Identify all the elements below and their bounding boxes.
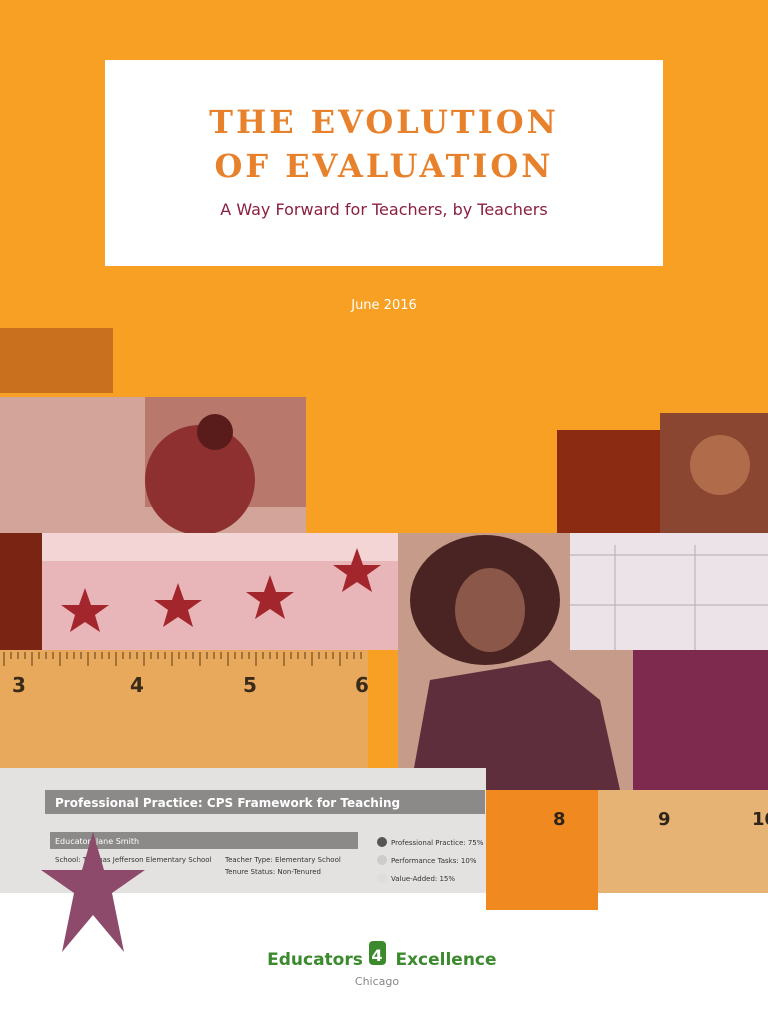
form-text: Tenure Status: Non-Tenured xyxy=(224,868,321,876)
title: THE EVOLUTION xyxy=(209,103,559,141)
tile xyxy=(633,650,768,790)
photo-figure xyxy=(197,414,233,450)
logo-text: Educators xyxy=(267,950,363,970)
form-legend-dot xyxy=(377,873,387,883)
form-text: Educator: Jane Smith xyxy=(55,837,139,846)
ruler-number: 10 xyxy=(752,809,768,830)
subtitle: A Way Forward for Teachers, by Teachers xyxy=(220,200,548,219)
star xyxy=(41,832,145,952)
photo-figure xyxy=(410,660,620,790)
photo-figure xyxy=(145,425,255,535)
logo: Educators 4 Excellence Chicago xyxy=(267,941,497,988)
lesson-plan-photo xyxy=(570,533,768,650)
form-title-bar xyxy=(45,790,485,814)
ruler-photo xyxy=(598,790,768,893)
ruler-ticks xyxy=(3,652,362,666)
ruler-number: 5 xyxy=(243,673,257,697)
form-legend-dot xyxy=(377,855,387,865)
ruler-number: 6 xyxy=(355,673,369,697)
logo-text: Excellence xyxy=(395,950,496,970)
ruler-photo xyxy=(486,790,598,910)
flag-stars xyxy=(61,548,381,632)
form-legend-dot xyxy=(377,837,387,847)
title-box: THE EVOLUTION OF EVALUATION A Way Forwar… xyxy=(105,60,663,266)
logo-digit: 4 xyxy=(371,946,382,965)
ruler-number: 3 xyxy=(12,673,26,697)
title: OF EVALUATION xyxy=(214,147,554,185)
form-text: Teacher Type: Elementary School xyxy=(224,856,341,864)
logo-apple xyxy=(369,941,386,965)
form-legend: Professional Practice: 75% xyxy=(391,839,484,847)
ruler-photo xyxy=(0,650,368,768)
photo-figure xyxy=(455,568,525,652)
tile xyxy=(0,533,42,650)
ruler-number: 9 xyxy=(658,809,671,830)
flag-stripe xyxy=(42,533,398,561)
date: June 2016 xyxy=(351,298,417,313)
logo-city: Chicago xyxy=(355,975,399,988)
form-legend: Value-Added: 15% xyxy=(391,875,455,883)
ruler-number: 4 xyxy=(130,673,144,697)
tile xyxy=(557,430,660,533)
form-bar xyxy=(50,832,358,849)
photo-figure xyxy=(690,435,750,495)
lesson-plan-lines xyxy=(570,545,768,650)
form-text: School: Thomas Jefferson Elementary Scho… xyxy=(55,856,212,864)
tile xyxy=(0,328,113,393)
form-title: Professional Practice: CPS Framework for… xyxy=(55,796,400,810)
ruler-number: 8 xyxy=(553,809,566,830)
form-legend: Performance Tasks: 10% xyxy=(391,857,477,865)
